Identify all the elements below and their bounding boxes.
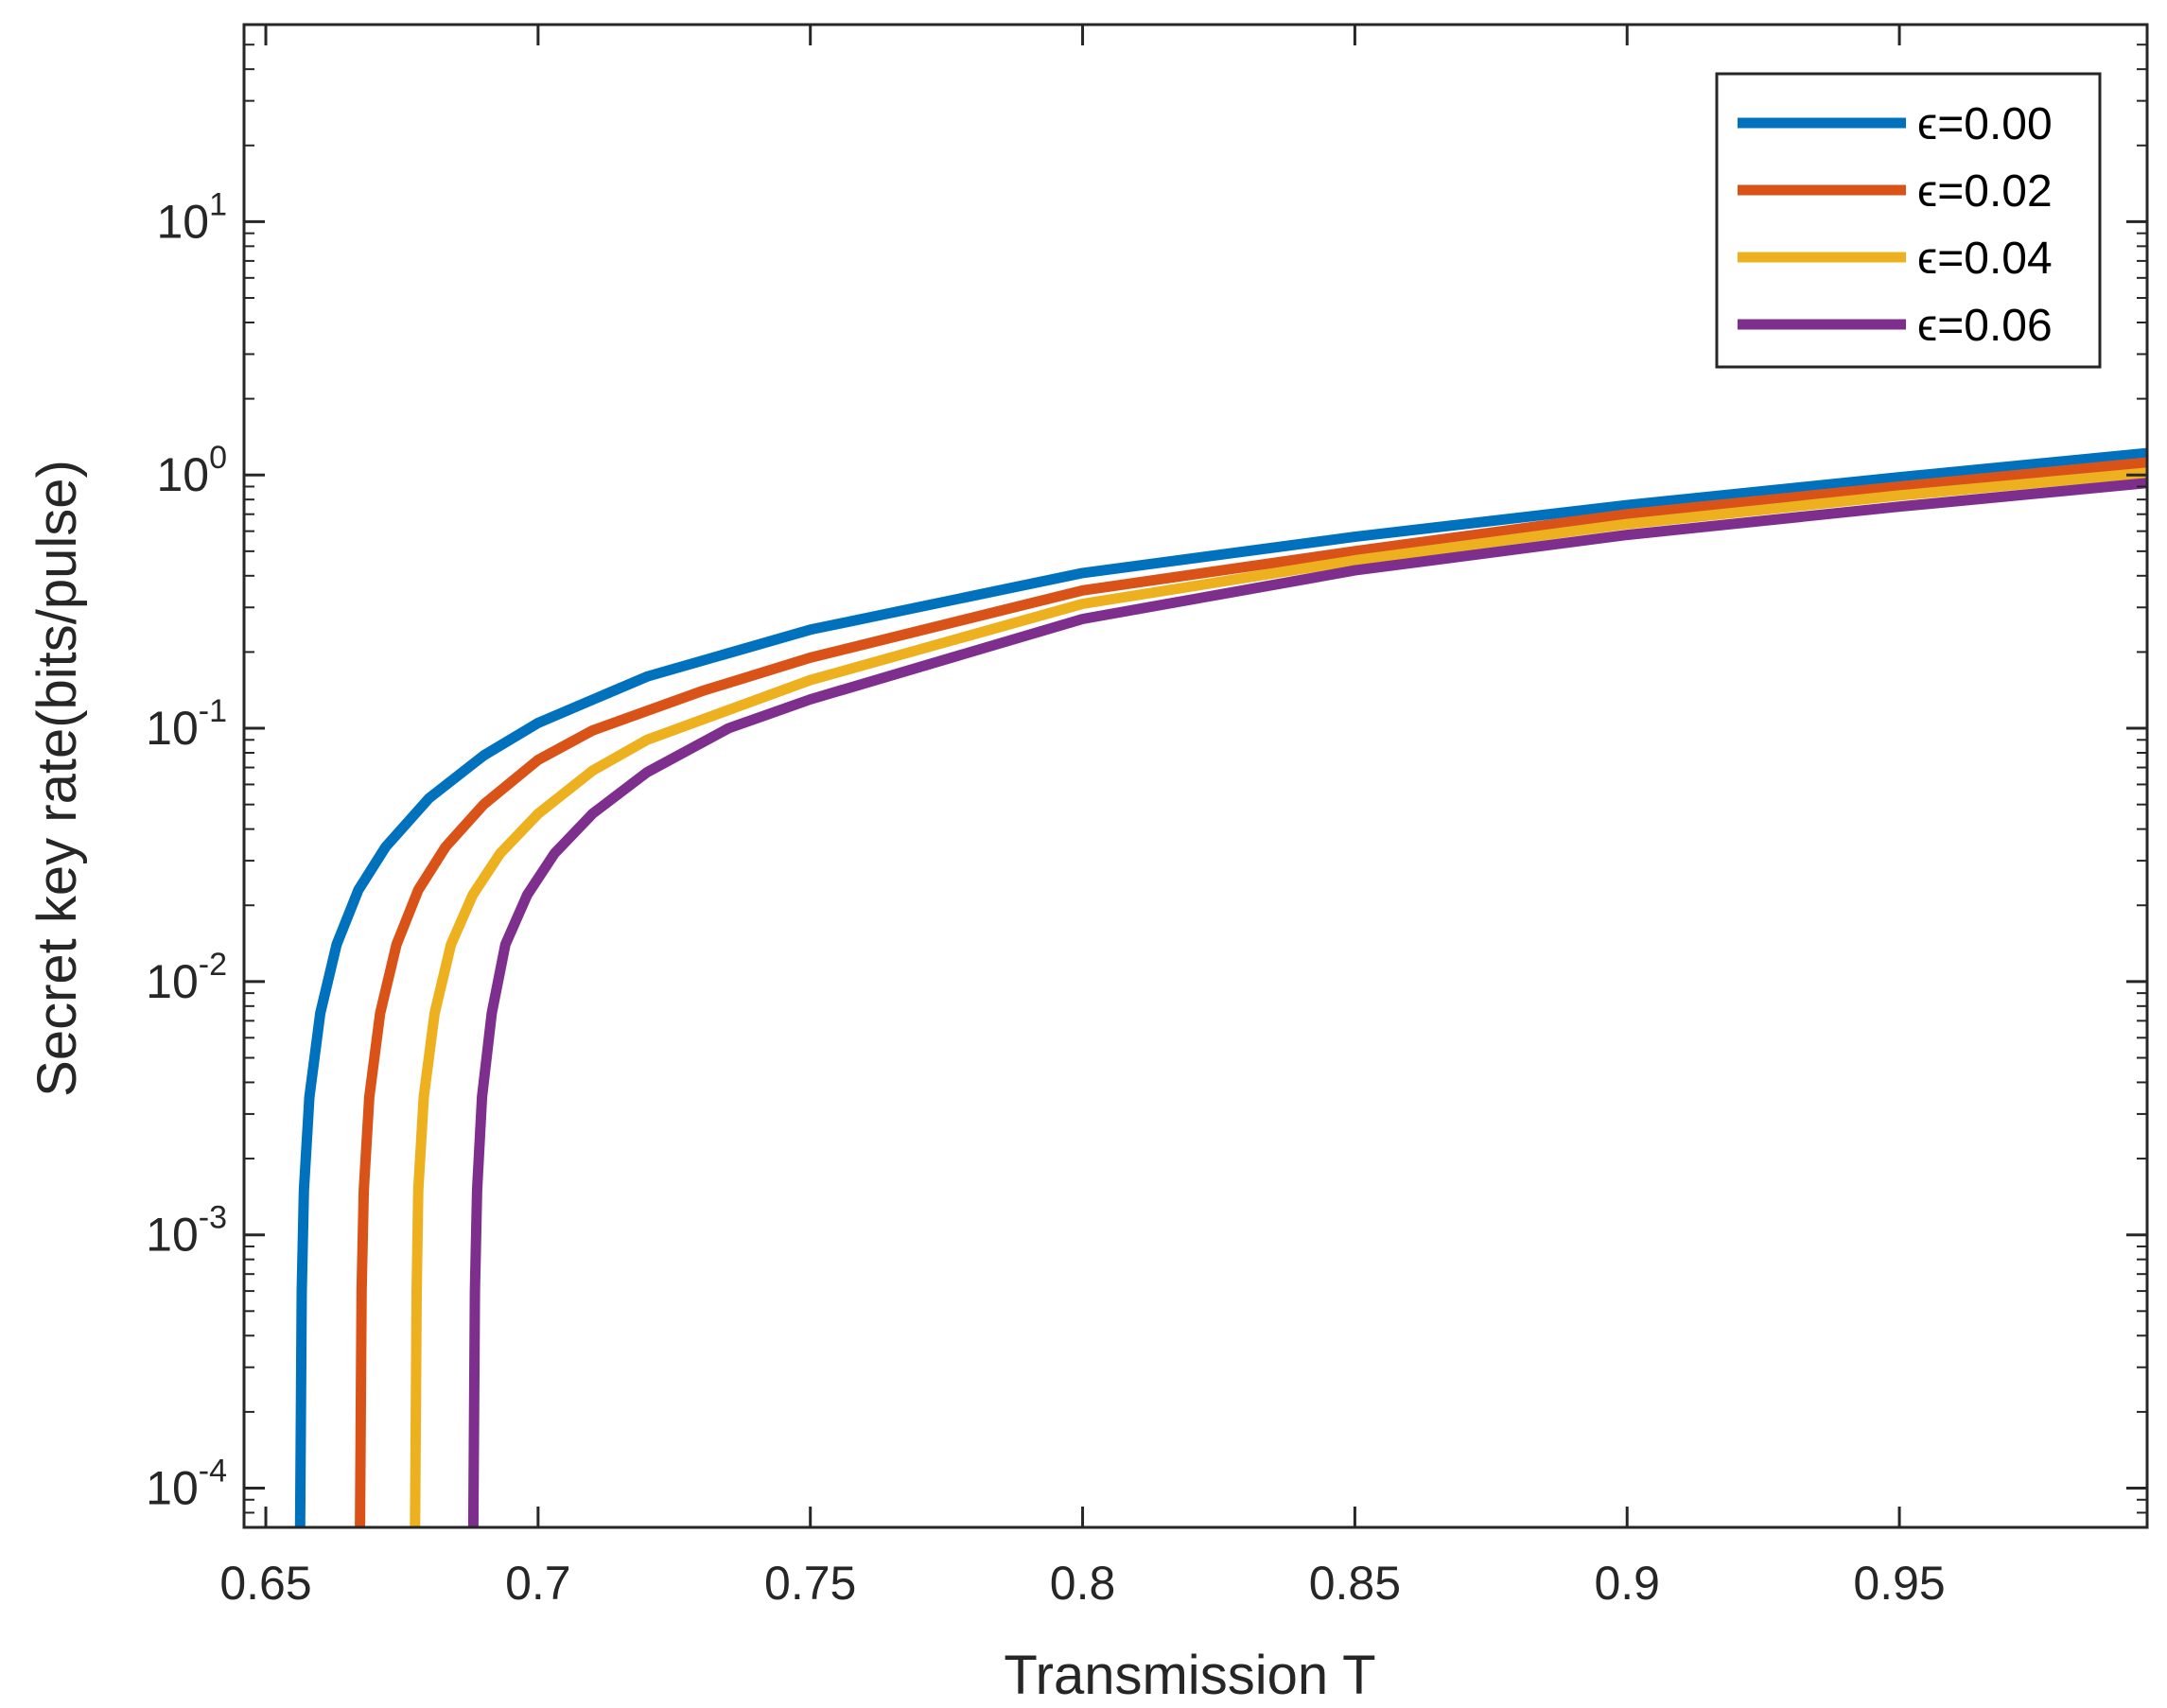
series-layer xyxy=(294,447,2147,1527)
x-tick-label: 0.9 xyxy=(1594,1557,1660,1610)
x-tick-label: 0.7 xyxy=(505,1557,571,1610)
legend-label-0: ϵ=0.00 xyxy=(1917,99,2053,149)
series-line-0 xyxy=(294,447,2147,1527)
x-tick-label: 0.95 xyxy=(1853,1557,1945,1610)
x-tick-label: 0.8 xyxy=(1050,1557,1116,1610)
y-tick-label: 10-3 xyxy=(146,1200,227,1262)
x-axis-label: Transmission T xyxy=(1004,1645,1375,1706)
x-tick-label: 0.75 xyxy=(764,1557,856,1610)
axes-layer xyxy=(242,23,2149,1529)
series-line-1 xyxy=(355,457,2147,1527)
y-tick-label: 10-4 xyxy=(146,1454,227,1515)
series-line-3 xyxy=(467,478,2147,1527)
x-tick-label: 0.65 xyxy=(219,1557,311,1610)
legend-label-3: ϵ=0.06 xyxy=(1917,301,2053,351)
series-line-2 xyxy=(410,467,2147,1527)
legend-label-2: ϵ=0.04 xyxy=(1917,234,2053,284)
plot-frame xyxy=(242,23,2149,1529)
y-tick-label: 10-1 xyxy=(146,693,227,755)
x-tick-label: 0.85 xyxy=(1309,1557,1401,1610)
y-tick-label: 101 xyxy=(156,186,227,248)
y-tick-label: 100 xyxy=(156,440,227,501)
legend-label-1: ϵ=0.02 xyxy=(1917,166,2053,217)
ticks-layer: 0.65 0.7 0.75 0.8 0.85 0.9 0.95 10-4 10-3 10-2 10-… xyxy=(146,24,2147,1610)
legend: ϵ=0.00 ϵ=0.02 ϵ=0.04 ϵ=0.06 xyxy=(1715,72,2102,369)
y-tick-label: 10-2 xyxy=(146,947,227,1008)
y-axis-label: Secret key rate(bits/pulse) xyxy=(26,460,88,1097)
